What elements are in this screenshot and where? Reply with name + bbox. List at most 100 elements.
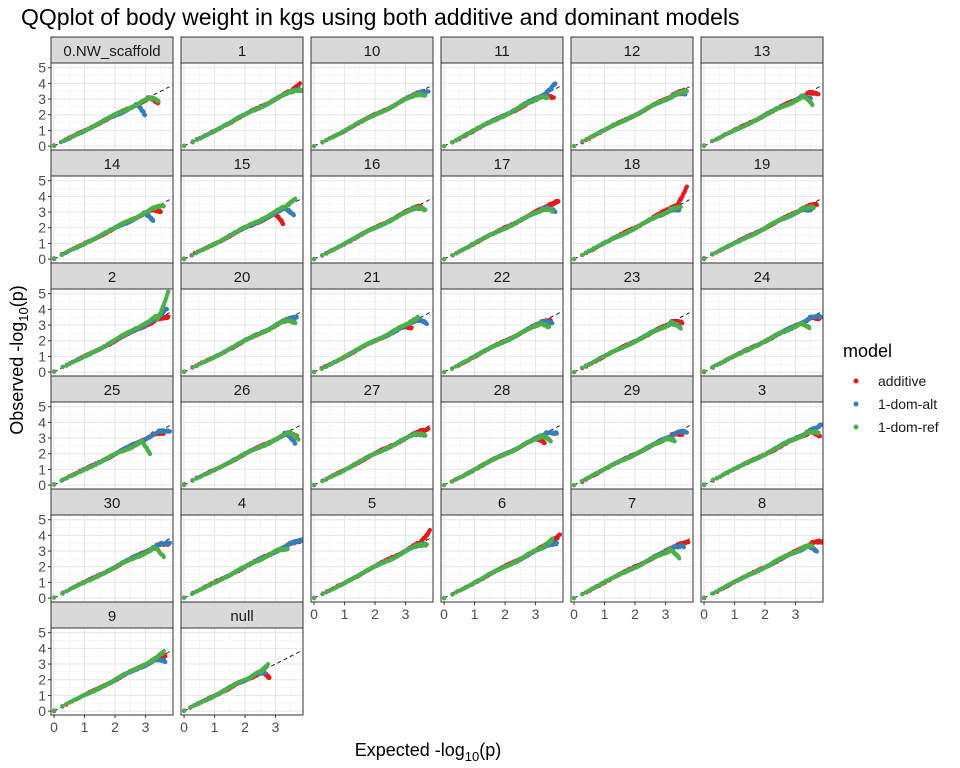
y-tick-label: 2 — [38, 333, 46, 349]
facet-1: 1 — [180, 36, 304, 151]
data-point-1-dom-alt — [291, 213, 296, 218]
y-tick-label: 4 — [38, 188, 46, 204]
data-point-1-dom-ref — [51, 256, 57, 261]
data-point-additive — [816, 92, 821, 97]
data-point-1-dom-ref — [583, 250, 588, 256]
y-tick-label: 0 — [38, 138, 46, 154]
y-tick-label: 1 — [38, 122, 46, 138]
data-point-1-dom-ref — [190, 365, 195, 370]
data-point-1-dom-ref — [423, 93, 428, 98]
y-tick-label: 5 — [38, 60, 46, 76]
y-tick-label: 2 — [38, 220, 46, 236]
facet-18: 18 — [570, 149, 694, 264]
facet-strip-label: 15 — [234, 156, 251, 173]
facet-strip — [50, 262, 174, 290]
y-tick-label: 2 — [38, 107, 46, 123]
data-point-1-dom-ref — [710, 251, 715, 256]
plot-marks — [701, 176, 823, 263]
facet-11: 11 — [440, 36, 564, 151]
facet-10: 10 — [310, 36, 434, 151]
data-point-1-dom-ref — [449, 140, 455, 145]
facet-strip-label: 12 — [624, 43, 641, 60]
facet-strip-label: 14 — [104, 156, 121, 173]
data-point-1-dom-ref — [194, 363, 199, 369]
facet-strip-label: 2 — [108, 269, 116, 286]
data-point-1-dom-ref — [60, 365, 65, 370]
facet-strip-label: 0.NW_scaffold — [63, 43, 160, 60]
facet-strip — [180, 262, 304, 290]
facet-13: 13 — [700, 36, 824, 151]
data-point-1-dom-alt — [151, 218, 156, 224]
data-point-1-dom-ref — [701, 256, 707, 261]
data-point-1-dom-ref — [678, 204, 683, 210]
data-point-1-dom-ref — [701, 143, 707, 148]
data-point-1-dom-alt — [142, 113, 148, 118]
facet-strip — [700, 149, 824, 177]
data-point-additive — [166, 314, 171, 319]
facet-strip-label: 17 — [494, 156, 511, 173]
data-point-1-dom-ref — [441, 143, 447, 149]
data-point-1-dom-ref — [811, 205, 816, 210]
y-tick-label: 1 — [38, 348, 46, 364]
data-point-1-dom-ref — [156, 99, 161, 104]
plot-marks — [311, 63, 433, 150]
data-point-1-dom-ref — [194, 137, 200, 142]
data-point-1-dom-ref — [60, 252, 65, 257]
facet-19: 19 — [700, 149, 824, 264]
data-point-additive — [556, 199, 561, 204]
data-point-1-dom-ref — [320, 253, 325, 258]
data-point-1-dom-ref — [684, 89, 690, 94]
plot-marks — [51, 63, 173, 150]
data-point-1-dom-ref — [324, 251, 329, 256]
facet-strip-label: 20 — [234, 269, 251, 286]
y-tick-label: 4 — [38, 75, 46, 91]
data-point-additive — [281, 221, 286, 227]
y-tick-label: 5 — [38, 173, 46, 189]
data-point-1-dom-ref — [64, 250, 69, 256]
facet-strip — [180, 149, 304, 177]
data-point-1-dom-ref — [320, 140, 325, 145]
plot-marks — [571, 176, 693, 263]
data-point-1-dom-ref — [161, 203, 166, 209]
facet-strip-label: 10 — [364, 43, 381, 60]
data-point-1-dom-alt — [553, 209, 558, 214]
data-point-1-dom-alt — [164, 307, 169, 312]
facet-strip-label: 16 — [364, 156, 381, 173]
y-tick-label: 0 — [38, 364, 46, 380]
data-point-1-dom-ref — [311, 143, 317, 149]
facet-strip — [310, 149, 434, 177]
plot-marks — [441, 63, 563, 150]
facet-17: 17 — [440, 149, 564, 264]
data-point-1-dom-ref — [299, 88, 303, 94]
facet-strip — [700, 36, 824, 64]
data-point-additive — [158, 209, 163, 214]
data-point-1-dom-ref — [423, 207, 428, 212]
plot-marks — [181, 289, 303, 376]
plot-marks — [571, 63, 693, 150]
y-tick-label: 4 — [38, 301, 46, 317]
facet-16: 16 — [310, 149, 434, 264]
data-point-1-dom-ref — [311, 256, 317, 262]
y-tick-label: 1 — [38, 235, 46, 251]
data-point-1-dom-ref — [550, 209, 555, 214]
facet-12: 12 — [570, 36, 694, 151]
data-point-1-dom-ref — [580, 252, 585, 258]
facet-strip-label: 19 — [754, 156, 771, 173]
data-point-1-dom-ref — [580, 138, 585, 144]
plot-marks — [51, 176, 173, 263]
facet-strip-label: 1 — [238, 43, 246, 60]
data-point-1-dom-ref — [810, 102, 815, 108]
facet-20: 20 — [180, 262, 304, 377]
data-point-1-dom-ref — [64, 363, 69, 368]
data-point-1-dom-ref — [571, 256, 577, 262]
data-point-1-dom-ref — [293, 196, 298, 201]
data-point-1-dom-ref — [571, 143, 577, 149]
plot-marks — [51, 289, 173, 376]
data-point-additive — [814, 202, 820, 207]
facet-strip — [310, 36, 434, 64]
